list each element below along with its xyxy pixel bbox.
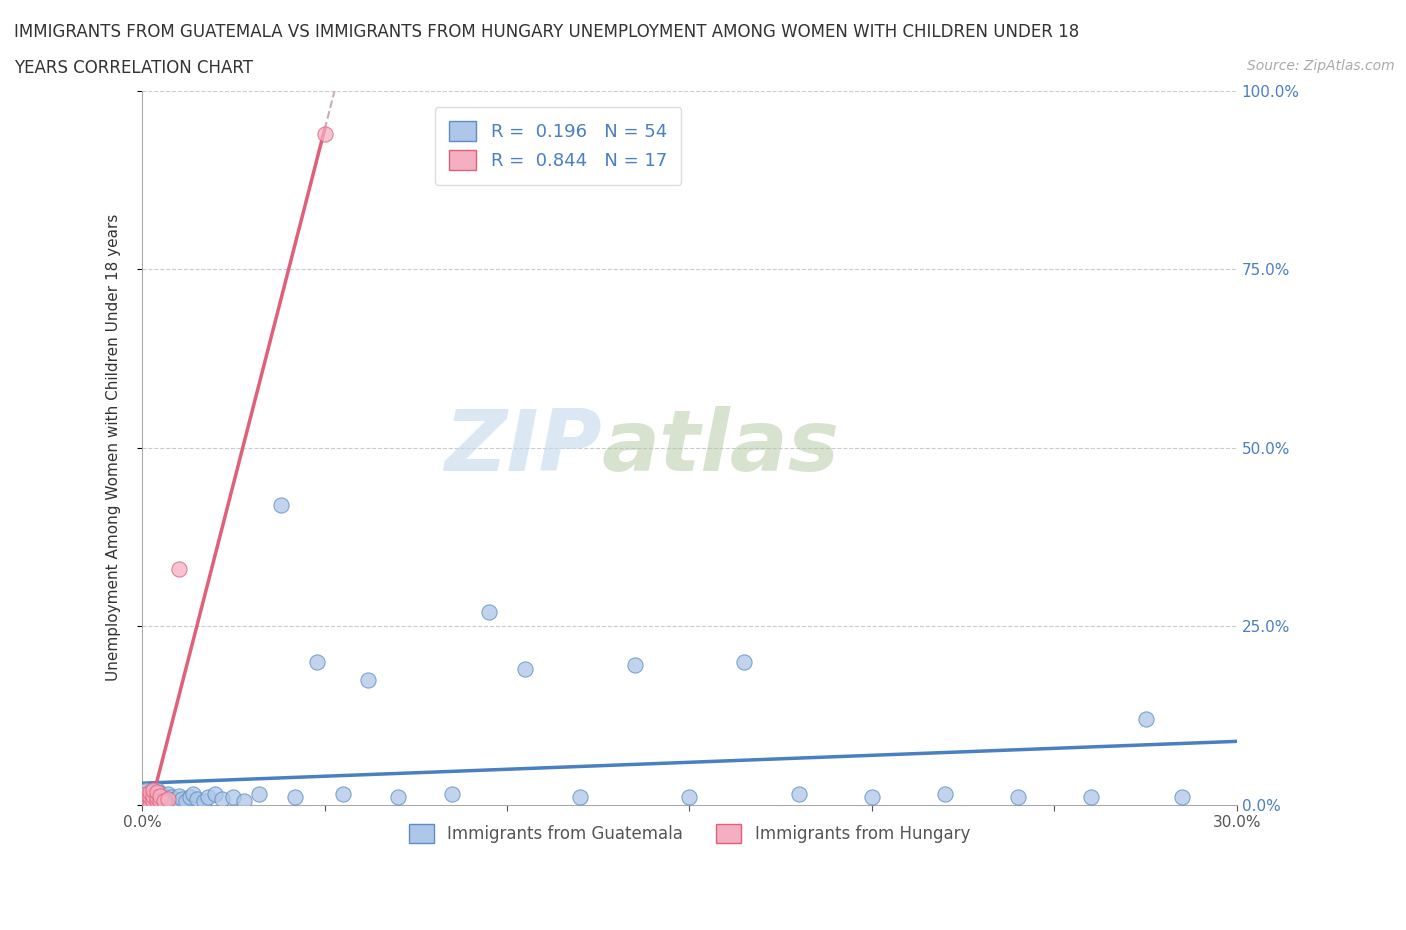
Point xyxy=(934,787,956,802)
Point xyxy=(138,790,160,804)
Point xyxy=(193,793,215,808)
Point xyxy=(146,793,169,808)
Point xyxy=(167,562,190,577)
Point xyxy=(142,797,165,812)
Point xyxy=(211,791,233,806)
Point xyxy=(138,784,160,799)
Point xyxy=(149,790,172,804)
Text: atlas: atlas xyxy=(602,406,839,489)
Point xyxy=(307,655,329,670)
Point xyxy=(146,789,169,804)
Legend: Immigrants from Guatemala, Immigrants from Hungary: Immigrants from Guatemala, Immigrants fr… xyxy=(402,817,977,850)
Point xyxy=(172,791,194,806)
Point xyxy=(153,793,176,808)
Point xyxy=(197,790,219,804)
Point xyxy=(149,786,172,801)
Point xyxy=(142,790,165,804)
Point xyxy=(156,787,179,802)
Point xyxy=(138,793,160,808)
Point xyxy=(135,783,157,798)
Point xyxy=(142,793,165,808)
Point xyxy=(156,791,179,806)
Point xyxy=(1007,790,1029,804)
Point xyxy=(149,797,172,812)
Point xyxy=(247,787,270,802)
Point xyxy=(153,793,176,808)
Text: IMMIGRANTS FROM GUATEMALA VS IMMIGRANTS FROM HUNGARY UNEMPLOYMENT AMONG WOMEN WI: IMMIGRANTS FROM GUATEMALA VS IMMIGRANTS … xyxy=(14,23,1080,41)
Point xyxy=(156,797,179,812)
Point xyxy=(146,793,169,808)
Point xyxy=(135,793,157,808)
Point xyxy=(569,790,592,804)
Point xyxy=(153,789,176,804)
Text: Source: ZipAtlas.com: Source: ZipAtlas.com xyxy=(1247,59,1395,73)
Point xyxy=(179,790,201,804)
Point xyxy=(135,787,157,802)
Point xyxy=(1171,790,1194,804)
Point xyxy=(142,789,165,804)
Text: YEARS CORRELATION CHART: YEARS CORRELATION CHART xyxy=(14,59,253,76)
Point xyxy=(138,797,160,812)
Text: ZIP: ZIP xyxy=(444,406,602,489)
Point xyxy=(284,790,307,804)
Point xyxy=(357,672,380,687)
Point xyxy=(332,787,354,802)
Point xyxy=(167,797,190,812)
Point xyxy=(515,661,537,676)
Point xyxy=(222,790,245,804)
Y-axis label: Unemployment Among Women with Children Under 18 years: Unemployment Among Women with Children U… xyxy=(107,214,121,682)
Point xyxy=(142,783,165,798)
Point xyxy=(146,784,169,799)
Point xyxy=(387,790,409,804)
Point xyxy=(149,793,172,808)
Point xyxy=(441,787,464,802)
Point xyxy=(146,783,169,798)
Point xyxy=(167,789,190,804)
Point xyxy=(174,793,197,808)
Point xyxy=(149,789,172,804)
Point xyxy=(146,790,169,804)
Point xyxy=(135,790,157,804)
Point xyxy=(181,787,204,802)
Point xyxy=(270,498,292,512)
Point xyxy=(1135,711,1157,726)
Point xyxy=(142,784,165,799)
Point xyxy=(165,791,187,806)
Point xyxy=(860,790,883,804)
Point xyxy=(160,793,183,808)
Point xyxy=(733,655,755,670)
Point xyxy=(204,787,226,802)
Point xyxy=(1080,790,1102,804)
Point xyxy=(233,793,256,808)
Point xyxy=(678,790,700,804)
Point xyxy=(138,787,160,802)
Point xyxy=(478,604,501,619)
Point xyxy=(160,790,183,804)
Point xyxy=(186,791,208,806)
Point xyxy=(787,787,810,802)
Point xyxy=(623,658,645,672)
Point xyxy=(314,126,336,141)
